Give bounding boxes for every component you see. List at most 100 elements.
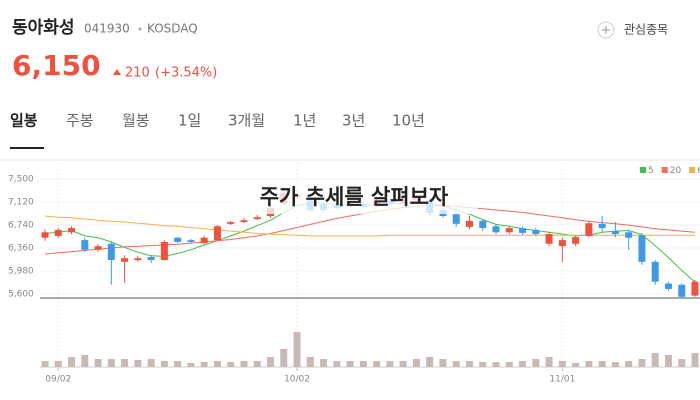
volume-bar — [346, 361, 354, 367]
legend-swatch — [689, 167, 696, 173]
tab[interactable]: 10년 — [392, 112, 425, 130]
volume-bar — [121, 359, 129, 367]
candle-body — [505, 228, 513, 233]
candle-body — [519, 228, 527, 233]
change: 210 — [125, 66, 150, 81]
volume-bar — [664, 355, 672, 367]
candle-body — [611, 231, 619, 235]
price: 6,150 — [12, 49, 101, 82]
volume-bar — [426, 357, 434, 367]
candle-body — [94, 246, 102, 250]
volume-bar — [293, 332, 301, 367]
volume-bar — [160, 361, 168, 367]
x-tick-label: 11/01 — [549, 375, 575, 385]
change-pct: (+3.54%) — [155, 66, 217, 81]
volume-bar — [147, 359, 155, 367]
volume-bar — [213, 361, 221, 367]
legend-label: 5 — [648, 166, 654, 176]
legend-label: 60 — [697, 166, 700, 176]
volume-bar — [412, 359, 420, 367]
candle-body — [465, 220, 473, 227]
tabs: 일봉 주봉 월봉 1일 3개월 1년 3년 10년 — [10, 112, 425, 149]
candle-body — [585, 223, 593, 236]
x-tick-label: 10/02 — [284, 375, 310, 385]
volume-bar — [611, 362, 619, 367]
candle-body — [160, 241, 168, 261]
volume-bar — [333, 361, 341, 367]
volume-bar — [439, 359, 447, 367]
tab[interactable]: 주봉 — [66, 112, 94, 130]
tab[interactable]: 3년 — [342, 112, 365, 130]
volume-bar — [253, 361, 261, 367]
overlay-title: 주가 추세를 살펴보자 — [260, 185, 449, 209]
candle-body — [68, 228, 76, 233]
candle-body — [664, 283, 672, 289]
x-tick-label: 09/02 — [45, 375, 71, 385]
candle-body — [107, 243, 115, 261]
volume-bar — [187, 363, 195, 367]
volume-bar — [585, 361, 593, 367]
candle-body — [479, 220, 487, 229]
candle-body — [651, 261, 659, 282]
candle-body — [253, 217, 261, 220]
y-tick-label: 6,360 — [8, 243, 34, 253]
candle-body — [81, 240, 89, 250]
volume-bar — [452, 361, 460, 367]
candle-body — [134, 258, 142, 261]
volume-bar — [320, 359, 328, 367]
volume-bar — [306, 357, 314, 367]
volume-bar — [359, 361, 367, 367]
candle-body — [187, 240, 195, 242]
stock-code: 041930 — [84, 22, 130, 36]
watch-button[interactable]: 관심종목 — [597, 21, 668, 39]
volume-bar — [691, 353, 699, 367]
legend-swatch — [640, 167, 646, 173]
volume-bar — [94, 359, 102, 367]
volume-bar — [54, 361, 62, 367]
volume-bar — [545, 357, 553, 367]
tab[interactable]: 1년 — [293, 112, 316, 130]
candle-body — [545, 234, 553, 244]
legend-swatch — [661, 167, 668, 173]
volume-bar — [107, 359, 115, 367]
y-tick-label: 6,740 — [8, 221, 34, 231]
tab[interactable]: 일봉 — [10, 112, 38, 130]
watch-label[interactable]: 관심종목 — [624, 23, 668, 37]
volume-bar — [174, 361, 182, 367]
tab[interactable]: 1일 — [178, 112, 201, 130]
volume-bar — [267, 357, 275, 367]
volume-bar — [651, 353, 659, 367]
volume-bar — [200, 362, 208, 367]
candle-body — [213, 226, 221, 241]
y-tick-label: 7,500 — [8, 175, 34, 185]
tab[interactable]: 3개월 — [228, 112, 265, 130]
volume-bar — [492, 362, 500, 367]
volume-bar — [240, 361, 248, 367]
volume-bar — [572, 363, 580, 367]
separator-dot — [138, 27, 142, 31]
stock-name: 동아화성 — [12, 18, 75, 38]
tab[interactable]: 월봉 — [122, 112, 150, 130]
candle-body — [121, 258, 129, 262]
volume-bar — [519, 361, 527, 367]
watch-icon — [597, 21, 615, 39]
candle-body — [41, 232, 49, 238]
candle-body — [558, 240, 566, 247]
volume-bar — [479, 362, 487, 367]
candle-body — [147, 257, 155, 261]
candle-body — [691, 281, 699, 296]
candle-body — [532, 229, 540, 235]
volume-bar — [465, 361, 473, 367]
candle-body — [174, 237, 182, 242]
up-arrow — [113, 69, 121, 75]
candle-body — [227, 222, 235, 224]
y-tick-label: 7,120 — [8, 198, 34, 208]
candle-body — [678, 284, 686, 297]
candle-body — [54, 229, 62, 236]
volume-bar — [505, 362, 513, 367]
volume-bar — [399, 361, 407, 367]
overlay-bg — [230, 182, 478, 214]
volume-bar — [532, 359, 540, 367]
candle-body — [572, 237, 580, 244]
